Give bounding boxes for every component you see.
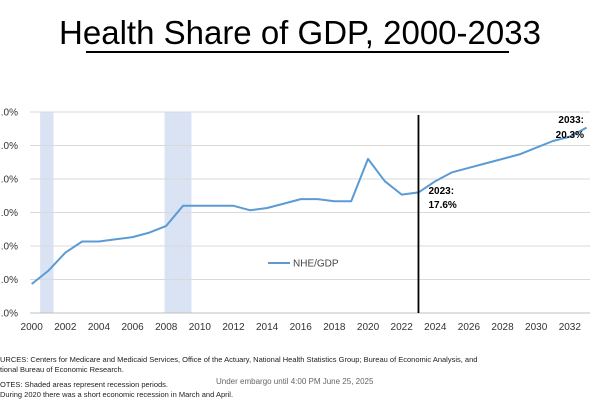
x-tick-label: 2024 xyxy=(424,322,447,333)
x-tick-label: 2030 xyxy=(525,322,548,333)
gridlines xyxy=(30,111,590,314)
legend-label-nhe-gdp: NHE/GDP xyxy=(293,259,339,270)
embargo-notice: Under embargo until 4:00 PM June 25, 202… xyxy=(216,377,374,386)
annotation-2033-value: 20.3% xyxy=(556,130,584,141)
x-tick-label: 2014 xyxy=(256,322,279,333)
x-tick-label: 2016 xyxy=(290,322,313,333)
legend: NHE/GDP xyxy=(268,259,339,270)
x-tick-label: 2032 xyxy=(559,322,582,333)
annotations: 2023: 17.6% 2033: 20.3% xyxy=(428,115,584,211)
x-tick-label: 2022 xyxy=(391,322,414,333)
axes: .0%.0%.0%.0%.0%.0%.0%2000 2002 2004 2006 200… xyxy=(1,108,590,333)
y-tick-label: .0% xyxy=(1,108,18,119)
x-tick-label: 2028 xyxy=(491,322,514,333)
page-title: Health Share of GDP, 2000-2033 xyxy=(59,14,541,51)
y-tick-label: .0% xyxy=(1,208,18,219)
annotation-2023-value: 17.6% xyxy=(428,200,456,211)
source-note: URCES: Centers for Medicare and Medicaid… xyxy=(0,355,478,364)
annotation-2023-year: 2023: xyxy=(428,186,454,197)
recession-2020-note: During 2020 there was a short economic r… xyxy=(0,390,234,399)
y-tick-label: .0% xyxy=(1,141,18,152)
y-tick-label: .0% xyxy=(1,309,18,320)
x-tick-label: 2004 xyxy=(88,322,111,333)
y-tick-label: .0% xyxy=(1,242,18,253)
title-underline xyxy=(86,51,509,53)
x-tick-label: 2006 xyxy=(121,322,144,333)
annotation-2033-year: 2033: xyxy=(558,115,584,126)
x-tick-label: 2008 xyxy=(155,322,178,333)
y-tick-label: .0% xyxy=(1,175,18,186)
source-note-continued: tional Bureau of Economic Research. xyxy=(0,365,124,374)
shading-note: OTES: Shaded areas represent recession p… xyxy=(0,380,169,389)
x-tick-label: 2012 xyxy=(222,322,245,333)
series-line-nhe-gdp xyxy=(31,126,588,285)
x-tick-label: 2010 xyxy=(189,322,212,333)
x-tick-label: 2000 xyxy=(21,322,44,333)
series-layer xyxy=(31,115,588,313)
x-tick-label: 2018 xyxy=(323,322,346,333)
x-tick-label: 2002 xyxy=(54,322,77,333)
y-tick-label: .0% xyxy=(1,275,18,286)
x-tick-label: 2026 xyxy=(458,322,481,333)
x-tick-label: 2020 xyxy=(357,322,380,333)
